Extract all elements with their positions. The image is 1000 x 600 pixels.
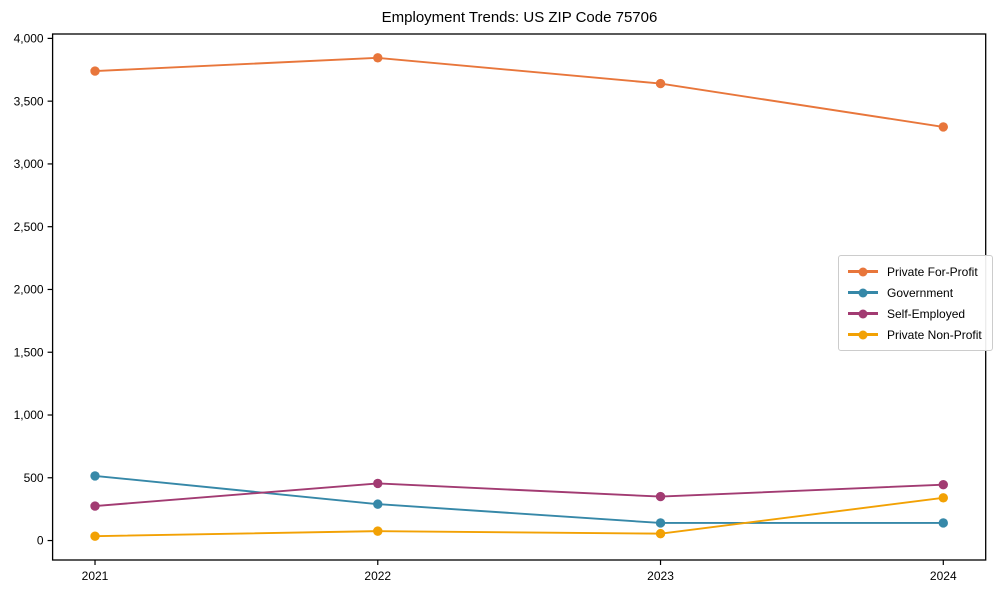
legend-item: Self-Employed bbox=[848, 305, 982, 322]
legend-line-marker-icon bbox=[848, 288, 878, 297]
legend-item: Government bbox=[848, 284, 982, 301]
y-tick-label: 3,000 bbox=[14, 157, 44, 171]
data-point-private-non-profit-2021 bbox=[90, 531, 100, 541]
y-tick-label: 1,500 bbox=[14, 345, 44, 359]
y-tick-label: 1,000 bbox=[14, 408, 44, 422]
x-tick-label: 2021 bbox=[82, 569, 109, 583]
data-point-private-for-profit-2024 bbox=[938, 122, 948, 132]
legend-item-label: Private For-Profit bbox=[887, 264, 978, 279]
y-tick-label: 0 bbox=[37, 534, 44, 548]
data-point-government-2022 bbox=[373, 499, 383, 509]
legend-line-marker-icon bbox=[848, 330, 878, 339]
legend-item: Private Non-Profit bbox=[848, 326, 982, 343]
data-point-government-2023 bbox=[655, 518, 666, 528]
series-line-self-employed bbox=[94, 482, 944, 507]
data-point-private-non-profit-2024 bbox=[938, 493, 948, 503]
y-tick-label: 3,500 bbox=[14, 94, 44, 108]
legend-item-label: Government bbox=[887, 285, 954, 300]
x-tick-label: 2023 bbox=[647, 569, 674, 583]
legend-line-marker-icon bbox=[848, 267, 878, 276]
chart-title: Employment Trends: US ZIP Code 75706 bbox=[381, 9, 658, 26]
data-point-private-for-profit-2022 bbox=[373, 53, 383, 63]
legend-item-label: Private Non-Profit bbox=[887, 327, 982, 342]
y-tick-label: 2,000 bbox=[14, 283, 44, 297]
legend-item: Private For-Profit bbox=[848, 263, 982, 280]
data-point-government-2024 bbox=[938, 518, 948, 528]
series-line-government bbox=[94, 474, 944, 524]
data-point-self-employed-2023 bbox=[655, 491, 666, 502]
y-tick-label: 500 bbox=[24, 471, 44, 485]
data-point-self-employed-2024 bbox=[938, 479, 948, 490]
series-line-private-non-profit bbox=[94, 496, 944, 538]
y-tick-label: 4,000 bbox=[14, 32, 44, 46]
data-point-self-employed-2022 bbox=[373, 478, 383, 489]
series-line-private-for-profit bbox=[94, 56, 944, 128]
x-tick-label: 2024 bbox=[930, 569, 957, 583]
data-point-government-2021 bbox=[90, 471, 100, 481]
data-point-private-for-profit-2023 bbox=[655, 78, 666, 89]
data-point-private-for-profit-2021 bbox=[90, 66, 100, 76]
legend: Private For-Profit Government Self-Emplo… bbox=[838, 255, 993, 351]
legend-line-marker-icon bbox=[848, 309, 878, 318]
x-tick-label: 2022 bbox=[364, 569, 391, 583]
y-tick-label: 2,500 bbox=[14, 220, 44, 234]
legend-item-label: Self-Employed bbox=[887, 306, 966, 321]
data-point-private-non-profit-2022 bbox=[373, 526, 383, 536]
data-point-self-employed-2021 bbox=[90, 501, 100, 511]
data-point-private-non-profit-2023 bbox=[655, 528, 666, 539]
